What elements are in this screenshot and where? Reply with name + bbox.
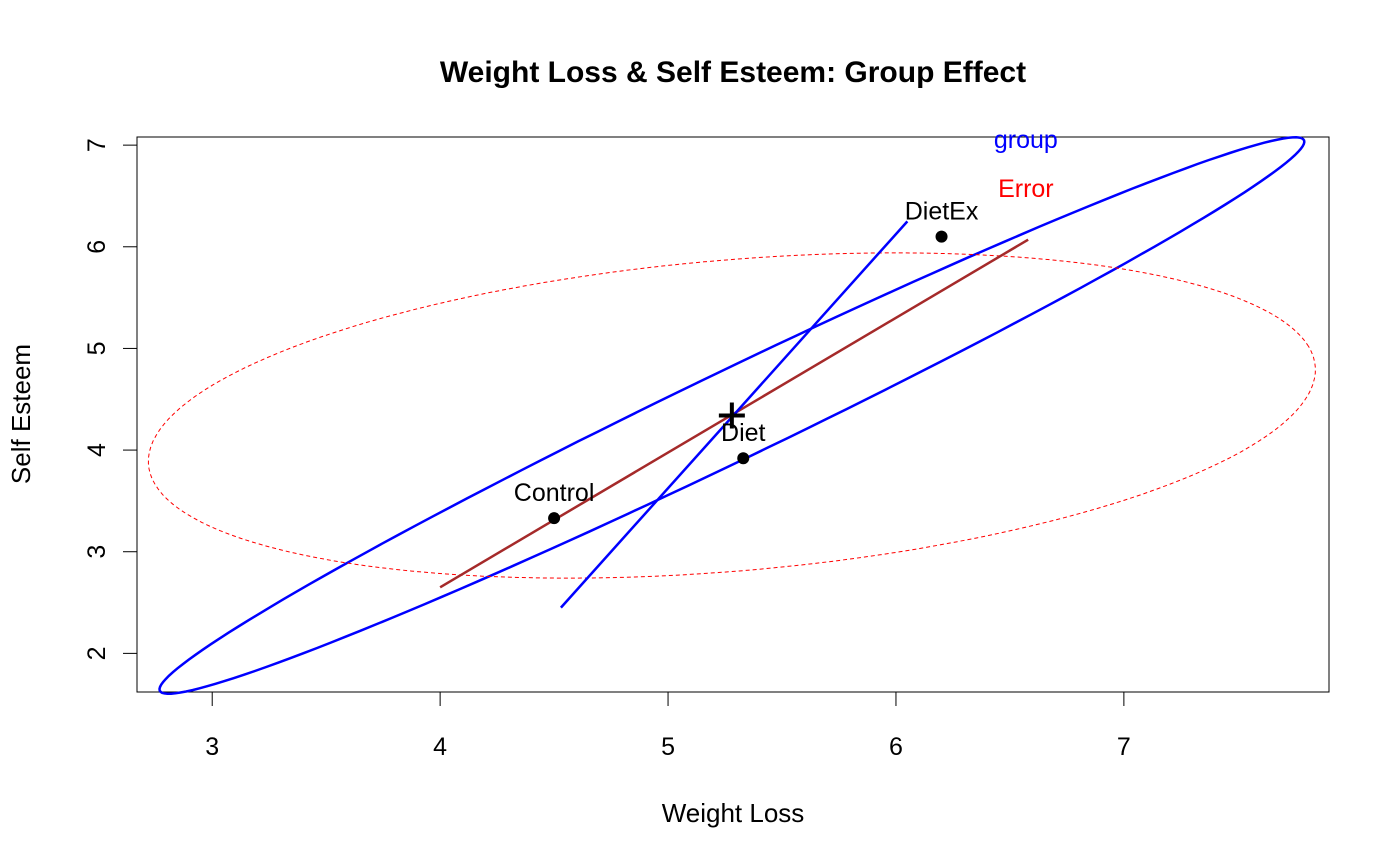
x-tick-label: 7 xyxy=(1117,733,1131,761)
x-axis-label: Weight Loss xyxy=(662,798,805,828)
x-axis: 3 4 5 6 7 xyxy=(205,691,1131,761)
y-tick-label: 5 xyxy=(83,341,111,355)
x-tick-label: 6 xyxy=(889,733,903,761)
ellipse-error xyxy=(147,252,1316,579)
y-tick-label: 4 xyxy=(83,443,111,457)
x-tick-label: 5 xyxy=(661,733,675,761)
y-tick-label: 6 xyxy=(83,240,111,254)
chart-marks: group Error Control Diet DietEx xyxy=(147,126,1316,695)
y-tick-label: 2 xyxy=(83,646,111,660)
ellipse-label-group: group xyxy=(994,126,1058,154)
ellipse-label-error: Error xyxy=(998,175,1054,203)
y-tick-label: 7 xyxy=(83,138,111,152)
point-label-dietex: DietEx xyxy=(905,198,979,226)
y-tick-label: 3 xyxy=(83,545,111,559)
point-label-diet: Diet xyxy=(721,419,766,447)
x-tick-label: 3 xyxy=(205,733,219,761)
y-axis: 2 3 4 5 6 7 xyxy=(83,138,138,660)
point-diet xyxy=(737,452,750,465)
point-dietex xyxy=(935,230,948,243)
y-axis-label: Self Esteem xyxy=(6,344,36,484)
ellipse-group xyxy=(158,136,1306,695)
point-control xyxy=(548,512,561,525)
point-label-control: Control xyxy=(514,479,595,507)
chart-title: Weight Loss & Self Esteem: Group Effect xyxy=(440,56,1026,89)
x-tick-label: 4 xyxy=(433,733,447,761)
